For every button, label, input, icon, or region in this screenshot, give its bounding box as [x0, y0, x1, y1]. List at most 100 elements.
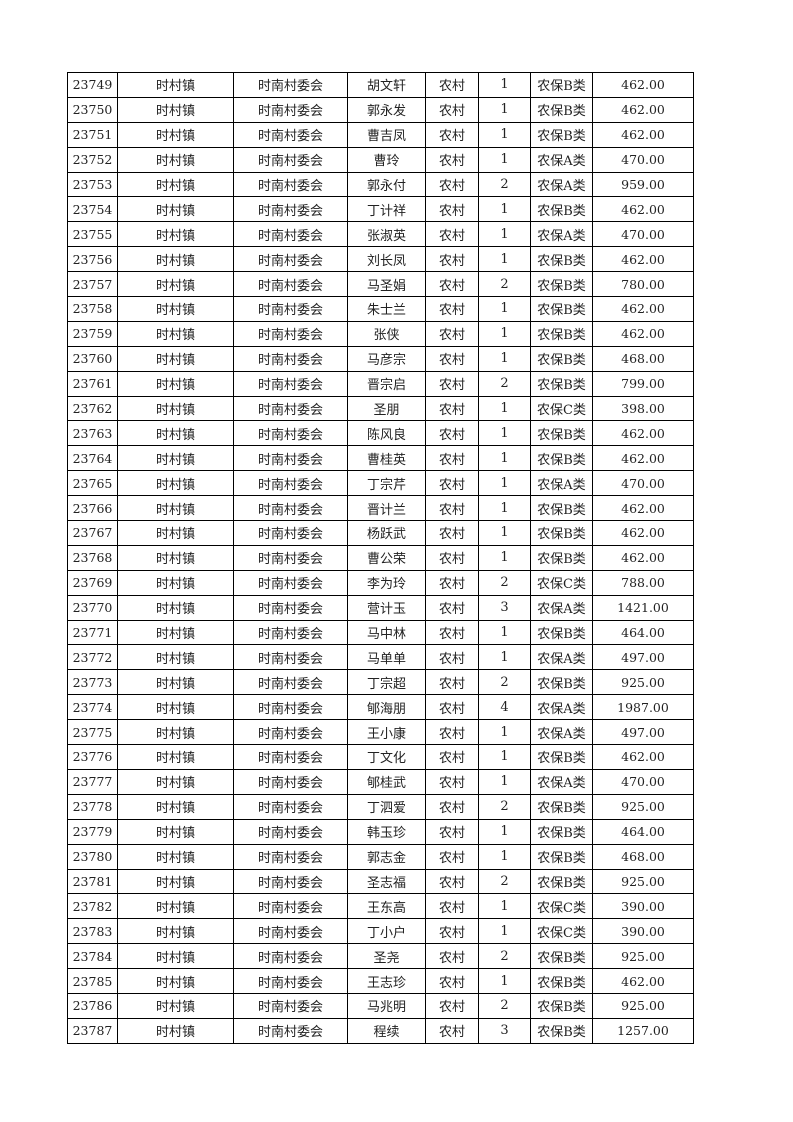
table-row: 23753 时村镇 时南村委会 郭永付 农村 2 农保A类 959.00	[67, 171, 694, 198]
cell-village-committee: 时南村委会	[233, 569, 348, 596]
cell-household-type: 农村	[425, 72, 479, 98]
table-row: 23765 时村镇 时南村委会 丁宗芹 农村 1 农保A类 470.00	[67, 470, 694, 497]
cell-household-type: 农村	[425, 520, 479, 546]
cell-insurance-category: 农保B类	[530, 843, 593, 870]
table-row: 23786 时村镇 时南村委会 马兆明 农村 2 农保B类 925.00	[67, 992, 694, 1019]
cell-amount: 462.00	[592, 121, 694, 148]
cell-town: 时村镇	[117, 918, 234, 945]
cell-member-count: 1	[478, 644, 531, 671]
table-body: 23749 时村镇 时南村委会 胡文轩 农村 1 农保B类 462.00 23750 时村镇 时南村…	[67, 72, 694, 1044]
cell-insurance-category: 农保B类	[530, 793, 593, 820]
cell-person-name: 曹吉凤	[347, 121, 426, 148]
cell-town: 时村镇	[117, 544, 234, 571]
cell-record-id: 23781	[67, 868, 118, 895]
cell-village-committee: 时南村委会	[233, 943, 348, 970]
table-row: 23780 时村镇 时南村委会 郭志金 农村 1 农保B类 468.00	[67, 843, 694, 870]
cell-insurance-category: 农保B类	[530, 246, 593, 273]
cell-town: 时村镇	[117, 594, 234, 621]
cell-member-count: 2	[478, 669, 531, 696]
cell-person-name: 郇海朋	[347, 694, 426, 721]
cell-member-count: 1	[478, 768, 531, 795]
cell-person-name: 杨跃武	[347, 520, 426, 546]
cell-village-committee: 时南村委会	[233, 470, 348, 497]
cell-insurance-category: 农保A类	[530, 768, 593, 795]
cell-person-name: 马兆明	[347, 992, 426, 1019]
cell-member-count: 1	[478, 196, 531, 223]
cell-household-type: 农村	[425, 320, 479, 347]
cell-insurance-category: 农保C类	[530, 918, 593, 945]
cell-person-name: 刘长凤	[347, 246, 426, 273]
cell-person-name: 晋宗启	[347, 370, 426, 397]
cell-insurance-category: 农保A类	[530, 171, 593, 198]
cell-town: 时村镇	[117, 968, 234, 994]
cell-person-name: 李为玲	[347, 569, 426, 596]
cell-amount: 462.00	[592, 196, 694, 223]
table-row: 23784 时村镇 时南村委会 圣尧 农村 2 农保B类 925.00	[67, 943, 694, 970]
cell-household-type: 农村	[425, 171, 479, 198]
cell-household-type: 农村	[425, 793, 479, 820]
cell-insurance-category: 农保A类	[530, 694, 593, 721]
cell-record-id: 23782	[67, 893, 118, 920]
cell-member-count: 1	[478, 445, 531, 472]
cell-insurance-category: 农保B类	[530, 196, 593, 223]
cell-insurance-category: 农保B类	[530, 420, 593, 447]
cell-person-name: 王志珍	[347, 968, 426, 994]
cell-amount: 462.00	[592, 420, 694, 447]
cell-amount: 462.00	[592, 320, 694, 347]
cell-record-id: 23768	[67, 544, 118, 571]
cell-amount: 959.00	[592, 171, 694, 198]
cell-village-committee: 时南村委会	[233, 669, 348, 696]
table-row: 23770 时村镇 时南村委会 营计玉 农村 3 农保A类 1421.00	[67, 594, 694, 621]
cell-record-id: 23776	[67, 744, 118, 770]
cell-person-name: 营计玉	[347, 594, 426, 621]
cell-town: 时村镇	[117, 520, 234, 546]
cell-insurance-category: 农保B类	[530, 345, 593, 372]
cell-record-id: 23749	[67, 72, 118, 98]
cell-insurance-category: 农保A类	[530, 221, 593, 248]
cell-amount: 462.00	[592, 246, 694, 273]
cell-village-committee: 时南村委会	[233, 72, 348, 98]
cell-town: 时村镇	[117, 221, 234, 248]
cell-town: 时村镇	[117, 569, 234, 596]
cell-household-type: 农村	[425, 271, 479, 298]
cell-household-type: 农村	[425, 893, 479, 920]
cell-village-committee: 时南村委会	[233, 544, 348, 571]
cell-town: 时村镇	[117, 271, 234, 298]
cell-member-count: 3	[478, 1017, 531, 1044]
cell-household-type: 农村	[425, 196, 479, 223]
cell-record-id: 23758	[67, 296, 118, 322]
cell-village-committee: 时南村委会	[233, 221, 348, 248]
cell-amount: 462.00	[592, 744, 694, 770]
cell-member-count: 4	[478, 694, 531, 721]
cell-town: 时村镇	[117, 893, 234, 920]
cell-member-count: 2	[478, 370, 531, 397]
cell-village-committee: 时南村委会	[233, 619, 348, 646]
cell-village-committee: 时南村委会	[233, 818, 348, 845]
cell-town: 时村镇	[117, 943, 234, 970]
cell-town: 时村镇	[117, 744, 234, 770]
cell-village-committee: 时南村委会	[233, 495, 348, 522]
cell-record-id: 23761	[67, 370, 118, 397]
cell-member-count: 2	[478, 569, 531, 596]
cell-record-id: 23780	[67, 843, 118, 870]
cell-person-name: 马单单	[347, 644, 426, 671]
cell-amount: 470.00	[592, 146, 694, 173]
cell-insurance-category: 农保B类	[530, 72, 593, 98]
cell-person-name: 王东高	[347, 893, 426, 920]
cell-person-name: 胡文轩	[347, 72, 426, 98]
cell-person-name: 晋计兰	[347, 495, 426, 522]
cell-record-id: 23752	[67, 146, 118, 173]
table-row: 23781 时村镇 时南村委会 圣志福 农村 2 农保B类 925.00	[67, 868, 694, 895]
cell-town: 时村镇	[117, 171, 234, 198]
table-row: 23751 时村镇 时南村委会 曹吉凤 农村 1 农保B类 462.00	[67, 121, 694, 148]
cell-insurance-category: 农保B类	[530, 495, 593, 522]
cell-village-committee: 时南村委会	[233, 644, 348, 671]
table-row: 23783 时村镇 时南村委会 丁小户 农村 1 农保C类 390.00	[67, 918, 694, 945]
cell-village-committee: 时南村委会	[233, 121, 348, 148]
cell-person-name: 丁计祥	[347, 196, 426, 223]
cell-person-name: 王小康	[347, 719, 426, 746]
cell-village-committee: 时南村委会	[233, 320, 348, 347]
cell-amount: 468.00	[592, 843, 694, 870]
cell-record-id: 23784	[67, 943, 118, 970]
cell-village-committee: 时南村委会	[233, 420, 348, 447]
